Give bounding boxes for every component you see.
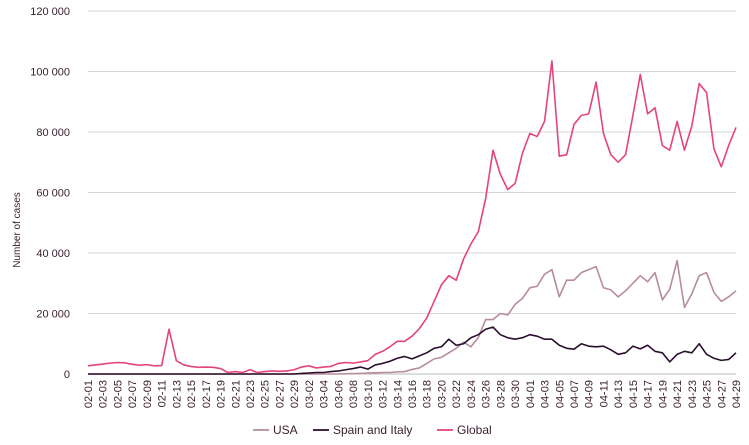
y-tick-label: 120 000 <box>30 6 70 18</box>
series-line-global <box>87 60 737 374</box>
x-axis-tick-labels: 02-01 02-03 02-05 02-07 02-09 02-11 02-13 02-15… <box>83 380 743 408</box>
x-tick-label: 04-19 <box>657 380 669 408</box>
x-tick-label: 04-27 <box>716 380 728 408</box>
series-line-usa <box>88 259 737 375</box>
legend-item-spain-and-italy: Spain and Italy <box>313 423 412 437</box>
legend-label: USA <box>273 423 298 437</box>
x-tick-label: 04-29 <box>731 380 743 408</box>
x-tick-label: 04-09 <box>584 380 596 408</box>
x-tick-label: 02-23 <box>245 380 257 408</box>
x-tick-label: 02-13 <box>171 380 183 408</box>
legend-item-usa: USA <box>253 423 298 437</box>
x-tick-label: 02-27 <box>274 380 286 408</box>
x-tick-label: 03-16 <box>407 380 419 408</box>
x-tick-label: 04-07 <box>569 380 581 408</box>
x-tick-label: 02-15 <box>186 380 198 408</box>
x-tick-label: 04-11 <box>598 380 610 407</box>
legend: USA Spain and Italy Global <box>253 423 492 437</box>
x-tick-label: 03-02 <box>304 380 316 408</box>
x-tick-label: 04-05 <box>554 380 566 408</box>
x-tick-label: 02-25 <box>260 380 272 408</box>
legend-item-global: Global <box>437 423 492 437</box>
y-axis-tick-labels: 0 20 000 40 000 60 000 80 000 100 000 120 000 <box>30 6 70 381</box>
x-tick-label: 04-17 <box>643 380 655 408</box>
x-tick-label: 04-25 <box>702 380 714 408</box>
x-tick-label: 02-29 <box>289 380 301 408</box>
series-line-spain-and-italy <box>88 326 737 375</box>
y-tick-label: 60 000 <box>36 188 70 200</box>
x-tick-label: 04-03 <box>540 380 552 408</box>
x-tick-label: 02-09 <box>142 380 154 408</box>
x-tick-label: 04-13 <box>613 380 625 408</box>
legend-label: Spain and Italy <box>333 423 412 437</box>
y-tick-label: 20 000 <box>36 309 70 321</box>
x-tick-label: 03-12 <box>378 380 390 408</box>
x-tick-label: 03-20 <box>436 380 448 408</box>
x-tick-label: 02-01 <box>83 380 95 408</box>
x-tick-label: 02-19 <box>216 380 228 408</box>
x-tick-label: 03-18 <box>422 380 434 408</box>
x-tick-label: 02-07 <box>127 380 139 408</box>
x-tick-label: 02-21 <box>230 380 242 408</box>
x-tick-label: 03-26 <box>481 380 493 408</box>
y-tick-label: 40 000 <box>36 248 70 260</box>
gridlines <box>88 10 736 314</box>
x-tick-label: 03-06 <box>333 380 345 408</box>
x-tick-label: 03-10 <box>363 380 375 408</box>
x-tick-label: 03-30 <box>510 380 522 408</box>
x-tick-label: 04-23 <box>687 380 699 408</box>
x-tick-label: 02-17 <box>201 380 213 408</box>
x-tick-label: 02-03 <box>98 380 110 408</box>
y-tick-label: 100 000 <box>30 67 70 79</box>
y-tick-label: 80 000 <box>36 127 70 139</box>
x-tick-label: 03-22 <box>451 380 463 408</box>
x-tick-label: 03-14 <box>392 380 404 408</box>
x-tick-label: 03-24 <box>466 380 478 408</box>
x-tick-label: 03-08 <box>348 380 360 408</box>
y-tick-label: 0 <box>64 369 70 381</box>
x-tick-label: 04-21 <box>672 380 684 408</box>
x-tick-label: 03-28 <box>495 380 507 408</box>
x-tick-label: 03-04 <box>319 380 331 408</box>
x-tick-label: 04-01 <box>525 380 537 408</box>
series-lines <box>87 60 737 375</box>
x-tick-label: 02-11 <box>157 380 169 407</box>
legend-label: Global <box>457 423 492 437</box>
x-tick-label: 04-15 <box>628 380 640 408</box>
y-axis-title: Number of cases <box>12 192 23 268</box>
x-tick-label: 02-05 <box>112 380 124 408</box>
